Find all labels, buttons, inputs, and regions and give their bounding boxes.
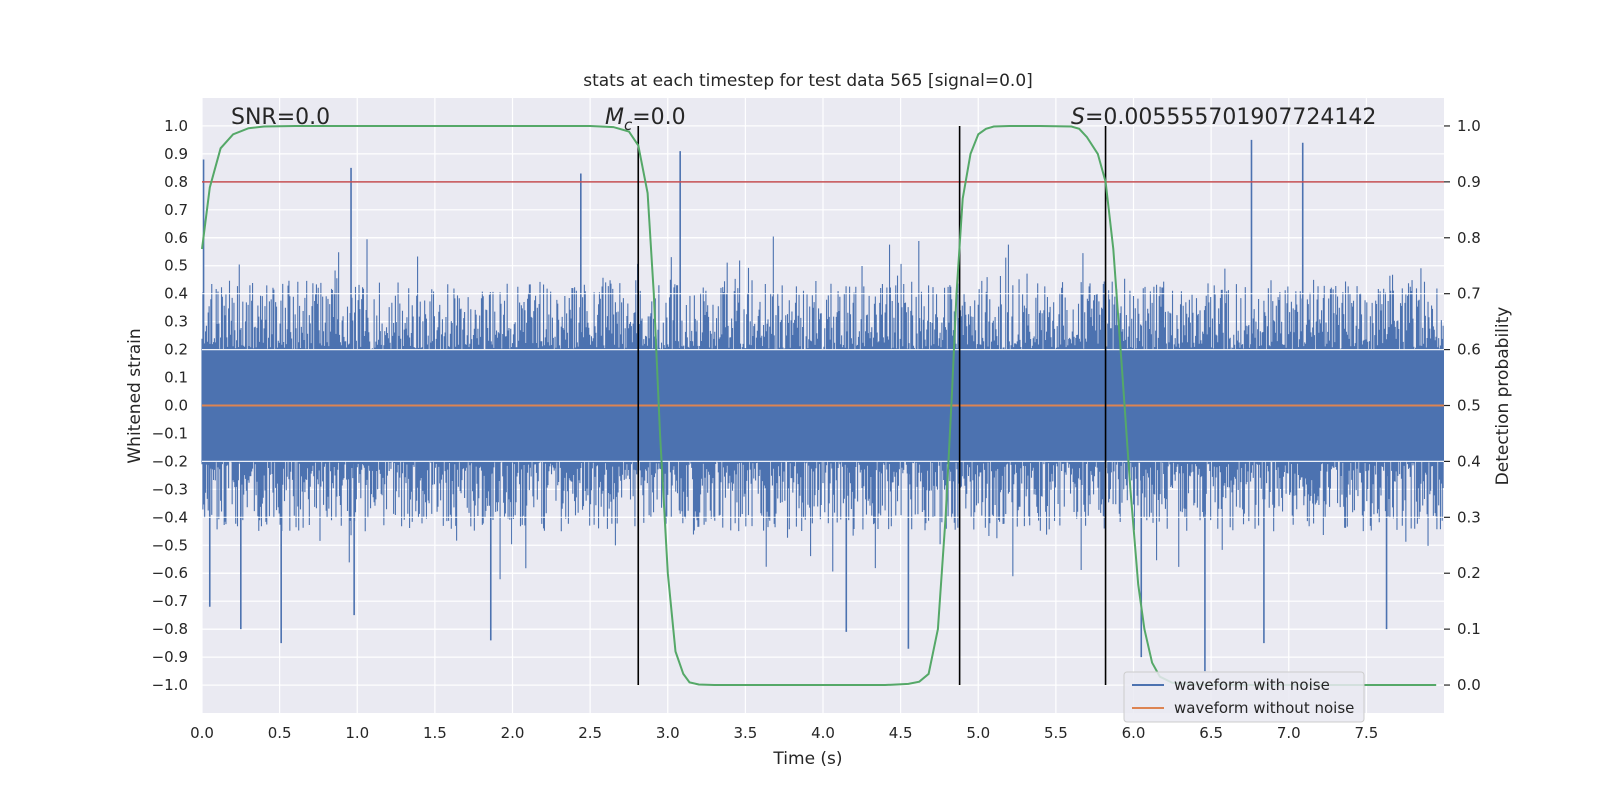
- x-tick-label: 5.5: [1044, 724, 1068, 742]
- y2-tick-label: 0.1: [1457, 620, 1481, 638]
- x-tick-label: 1.0: [345, 724, 369, 742]
- x-tick-label: 4.5: [889, 724, 913, 742]
- x-tick-label: 3.5: [733, 724, 757, 742]
- noise-trace: [201, 236, 1444, 580]
- x-tick-label: 7.0: [1277, 724, 1301, 742]
- y-tick-label: 0.7: [164, 201, 188, 219]
- y-tick-label: −0.3: [152, 480, 188, 498]
- y-tick-label: −0.7: [152, 592, 188, 610]
- y2-tick-label: 1.0: [1457, 117, 1481, 135]
- y-tick-label: −1.0: [152, 676, 188, 694]
- y-tick-label: −0.8: [152, 620, 188, 638]
- s-annotation: S=0.005555701907724142: [1071, 105, 1376, 130]
- y-tick-label: −0.5: [152, 536, 188, 554]
- y-axis-label: Whitened strain: [125, 328, 145, 463]
- y-tick-label: −0.2: [152, 452, 188, 470]
- y-tick-label: −0.6: [152, 564, 188, 582]
- y2-tick-label: 0.5: [1457, 397, 1481, 415]
- y2-tick-label: 0.6: [1457, 341, 1481, 359]
- legend-label-clean: waveform without noise: [1174, 699, 1354, 717]
- y-tick-label: −0.1: [152, 424, 188, 442]
- x-tick-label: 7.5: [1354, 724, 1378, 742]
- y-axis-ticks: 1.0 0.9 0.8 0.7 0.6 0.5 0.4 0.3 0.2 0.1 0.0 −0.1 −0.…: [152, 117, 188, 694]
- y2-tick-label: 0.7: [1457, 285, 1481, 303]
- legend-label-noise: waveform with noise: [1174, 676, 1330, 694]
- legend-box: [1123, 671, 1365, 723]
- x-tick-label: 4.0: [811, 724, 835, 742]
- y-tick-label: 0.2: [164, 341, 188, 359]
- y-tick-label: 0.0: [164, 397, 188, 415]
- overlays: [201, 125, 1444, 686]
- y-tick-label: 0.1: [164, 369, 188, 387]
- y-tick-label: 0.3: [164, 313, 188, 331]
- x-tick-label: 2.5: [578, 724, 602, 742]
- y2-axis-label: Detection probability: [1493, 307, 1513, 486]
- legend: waveform with noise waveform without noi…: [1123, 671, 1365, 723]
- y2-tick-label: 0.0: [1457, 676, 1481, 694]
- y-tick-label: −0.4: [152, 508, 188, 526]
- y-tick-label: 0.5: [164, 257, 188, 275]
- snr-annotation: SNR=0.0: [231, 105, 330, 130]
- x-tick-label: 6.5: [1199, 724, 1223, 742]
- x-tick-label: 5.0: [966, 724, 990, 742]
- y-tick-label: 0.4: [164, 285, 188, 303]
- x-tick-label: 3.0: [656, 724, 680, 742]
- y2-axis-ticks: 1.0 0.9 0.8 0.7 0.6 0.5 0.4 0.3 0.2 0.1 0.0: [1444, 117, 1481, 694]
- y-tick-label: −0.9: [152, 648, 188, 666]
- y2-tick-label: 0.3: [1457, 508, 1481, 526]
- y-tick-label: 0.9: [164, 145, 188, 163]
- y2-tick-label: 0.8: [1457, 229, 1481, 247]
- x-tick-label: 0.0: [190, 724, 214, 742]
- x-axis-label: Time (s): [772, 749, 842, 769]
- detection-probability-line: [201, 125, 1437, 686]
- x-tick-label: 6.0: [1122, 724, 1146, 742]
- x-tick-label: 0.5: [268, 724, 292, 742]
- y2-tick-label: 0.9: [1457, 173, 1481, 191]
- y2-tick-label: 0.4: [1457, 452, 1481, 470]
- chart-title: stats at each timestep for test data 565…: [583, 71, 1033, 91]
- x-tick-label: 2.0: [501, 724, 525, 742]
- y-tick-label: 1.0: [164, 117, 188, 135]
- y2-tick-label: 0.2: [1457, 564, 1481, 582]
- x-tick-label: 1.5: [423, 724, 447, 742]
- y-tick-label: 0.6: [164, 229, 188, 247]
- y-tick-label: 0.8: [164, 173, 188, 191]
- chirp-mass-annotation: Mc=0.0: [605, 105, 686, 134]
- x-axis-ticks: 0.0 0.5 1.0 1.5 2.0 2.5 3.0 3.5 4.0 4.5 5.0 5.5 6.0 6…: [190, 724, 1378, 742]
